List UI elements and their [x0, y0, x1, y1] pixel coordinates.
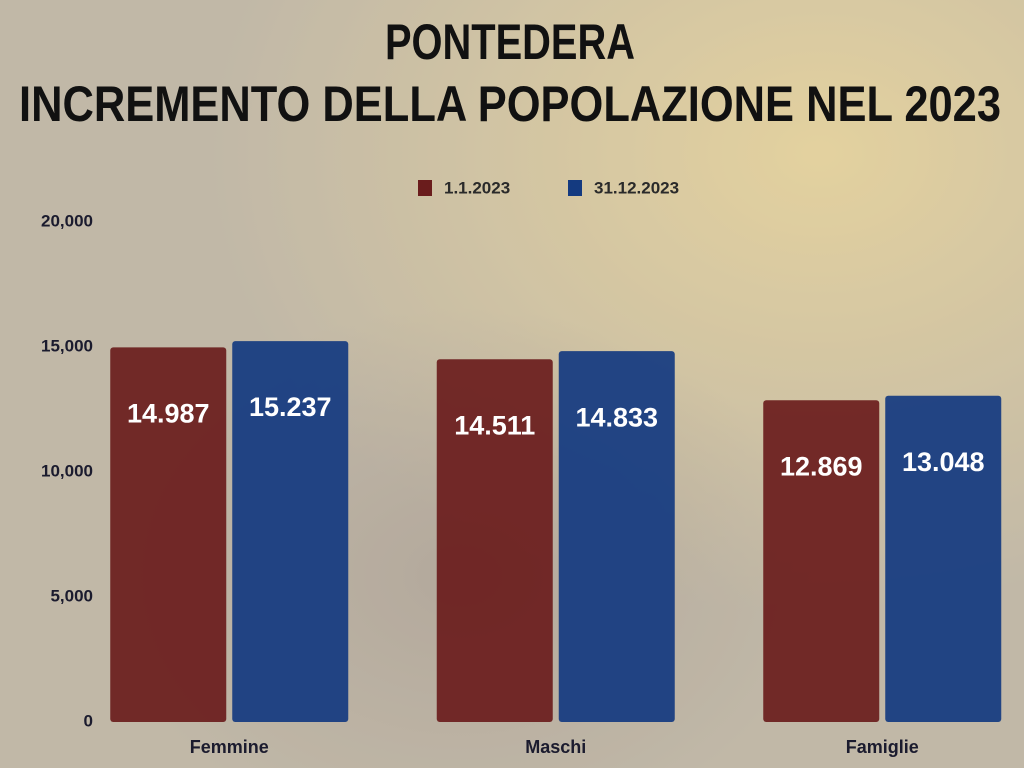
legend-label: 1.1.2023	[444, 178, 510, 197]
bar	[232, 341, 349, 722]
value-label: 12.869	[780, 451, 863, 481]
legend-swatch	[418, 180, 432, 196]
value-label: 14.511	[454, 410, 535, 440]
y-tick-label: 15,000	[41, 336, 93, 355]
y-tick-label: 0	[84, 711, 93, 730]
value-label: 13.048	[902, 447, 985, 477]
bar	[558, 351, 675, 722]
legend-label: 31.12.2023	[594, 178, 679, 197]
bar	[763, 400, 880, 722]
legend-swatch	[568, 180, 582, 196]
bar	[110, 347, 227, 722]
value-label: 14.833	[575, 402, 658, 432]
chart-subtitle: INCREMENTO DELLA POPOLAZIONE NEL 2023	[19, 76, 1001, 132]
y-tick-label: 20,000	[41, 211, 93, 230]
x-tick-label: Femmine	[190, 737, 269, 757]
y-tick-label: 10,000	[41, 461, 93, 480]
chart-title: PONTEDERA	[385, 14, 635, 70]
value-label: 14.987	[127, 398, 210, 428]
bar	[885, 395, 1002, 722]
x-tick-label: Maschi	[525, 737, 586, 757]
value-label: 15.237	[249, 392, 332, 422]
bar	[436, 359, 553, 722]
x-tick-label: Famiglie	[846, 737, 919, 757]
y-tick-label: 5,000	[50, 586, 93, 605]
